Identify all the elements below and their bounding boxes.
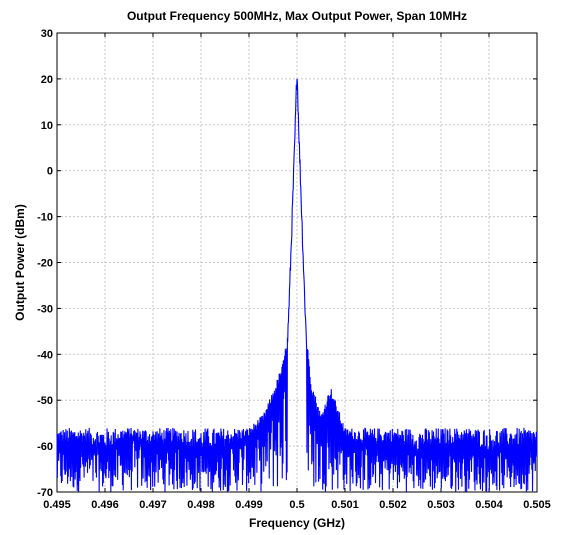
y-tick-label: -40 — [37, 349, 53, 361]
x-tick-label: 0.498 — [187, 499, 215, 511]
x-tick-label: 0.502 — [379, 499, 407, 511]
x-axis: 0.495 0.496 0.497 0.498 0.499 0.5 0.501 0.502 0.… — [43, 33, 551, 511]
y-tick-label: -10 — [37, 212, 53, 224]
chart-title: Output Frequency 500MHz, Max Output Powe… — [127, 9, 467, 23]
x-axis-label: Frequency (GHz) — [249, 516, 345, 530]
y-axis: -70 -60 -50 -40 -30 -20 -10 0 10 20 30 — [37, 28, 537, 499]
y-tick-label: 10 — [41, 120, 53, 132]
x-tick-label: 0.505 — [523, 499, 551, 511]
y-axis-label: Output Power (dBm) — [13, 204, 27, 321]
x-tick-label: 0.496 — [91, 499, 119, 511]
y-tick-label: -60 — [37, 441, 53, 453]
y-tick-label: 0 — [47, 166, 53, 178]
x-tick-label: 0.499 — [235, 499, 263, 511]
y-tick-label: -70 — [37, 487, 53, 499]
y-tick-label: 20 — [41, 74, 53, 86]
y-tick-label: -20 — [37, 258, 53, 270]
x-tick-label: 0.5 — [289, 499, 304, 511]
x-tick-label: 0.497 — [139, 499, 167, 511]
grid-lines — [56, 32, 538, 493]
x-tick-label: 0.503 — [427, 499, 455, 511]
series-layer — [56, 78, 538, 492]
x-tick-label: 0.501 — [331, 499, 359, 511]
y-tick-label: 30 — [41, 28, 53, 40]
y-tick-label: -50 — [37, 395, 53, 407]
y-tick-label: -30 — [37, 303, 53, 315]
x-tick-label: 0.495 — [43, 499, 71, 511]
x-tick-label: 0.504 — [475, 499, 503, 511]
spectrum-trace — [56, 78, 538, 492]
